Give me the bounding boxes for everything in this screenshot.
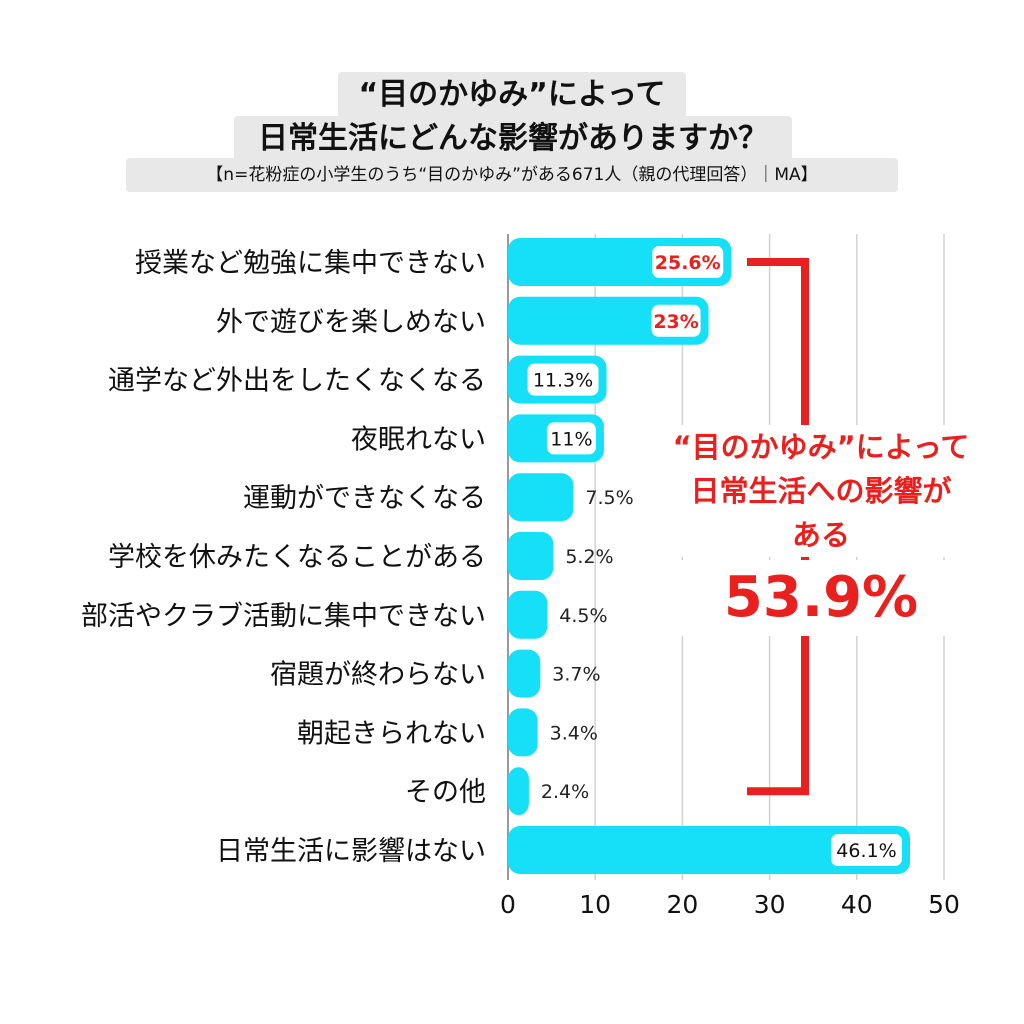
value-label: 2.4% xyxy=(541,781,589,803)
chart-title-line1: “目のかゆみ”によって xyxy=(338,72,686,118)
x-tick-label: 10 xyxy=(579,890,611,919)
category-label: 部活やクラブ活動に集中できない xyxy=(81,601,486,632)
category-label: 朝起きられない xyxy=(297,718,486,749)
value-label: 3.4% xyxy=(550,722,598,744)
bar xyxy=(508,649,541,698)
bar xyxy=(508,708,538,757)
category-label: 授業など勉強に集中できない xyxy=(135,248,486,279)
value-label: 11.3% xyxy=(533,370,593,392)
x-tick-label: 30 xyxy=(754,890,786,919)
bar xyxy=(508,767,529,816)
chart-subtitle: 【n=花粉症の小学生のうち“目のかゆみ”がある671人（親の代理回答）｜MA】 xyxy=(126,158,898,192)
category-label: その他 xyxy=(405,777,486,808)
value-label-box xyxy=(527,363,599,396)
value-label-box xyxy=(830,834,902,866)
value-label: 3.7% xyxy=(552,664,600,686)
category-label: 宿題が終わらない xyxy=(270,660,486,691)
value-label: 46.1% xyxy=(836,840,896,862)
value-label-box xyxy=(652,246,724,278)
value-label: 25.6% xyxy=(655,252,721,274)
annotation-value: 53.9% xyxy=(646,560,996,636)
category-label: 外で遊びを楽しめない xyxy=(216,307,486,338)
bar xyxy=(508,590,548,639)
value-label: 7.5% xyxy=(585,487,633,509)
x-tick-label: 0 xyxy=(500,890,516,919)
x-tick-label: 50 xyxy=(928,890,960,919)
chart-title-line2: 日常生活にどんな影響がありますか？ xyxy=(234,116,792,162)
category-label: 夜眠れない xyxy=(351,424,486,455)
category-label: 学校を休みたくなることがある xyxy=(108,542,486,573)
bar xyxy=(508,473,574,522)
category-label: 通学など外出をしたくなくなる xyxy=(108,366,486,397)
value-label-box xyxy=(546,422,596,455)
bar xyxy=(508,532,554,580)
x-tick-label: 40 xyxy=(841,890,873,919)
value-label: 23% xyxy=(653,311,698,333)
bar xyxy=(508,826,910,874)
x-tick-label: 20 xyxy=(666,890,698,919)
category-label: 運動ができなくなる xyxy=(243,483,486,514)
value-label-box xyxy=(651,304,701,337)
value-label: 5.2% xyxy=(565,546,613,568)
value-label: 4.5% xyxy=(559,605,607,627)
category-label: 日常生活に影響はない xyxy=(216,836,486,867)
value-label: 11% xyxy=(550,428,592,450)
annotation-text: “目のかゆみ”によって 日常生活への影響が ある xyxy=(646,425,996,557)
